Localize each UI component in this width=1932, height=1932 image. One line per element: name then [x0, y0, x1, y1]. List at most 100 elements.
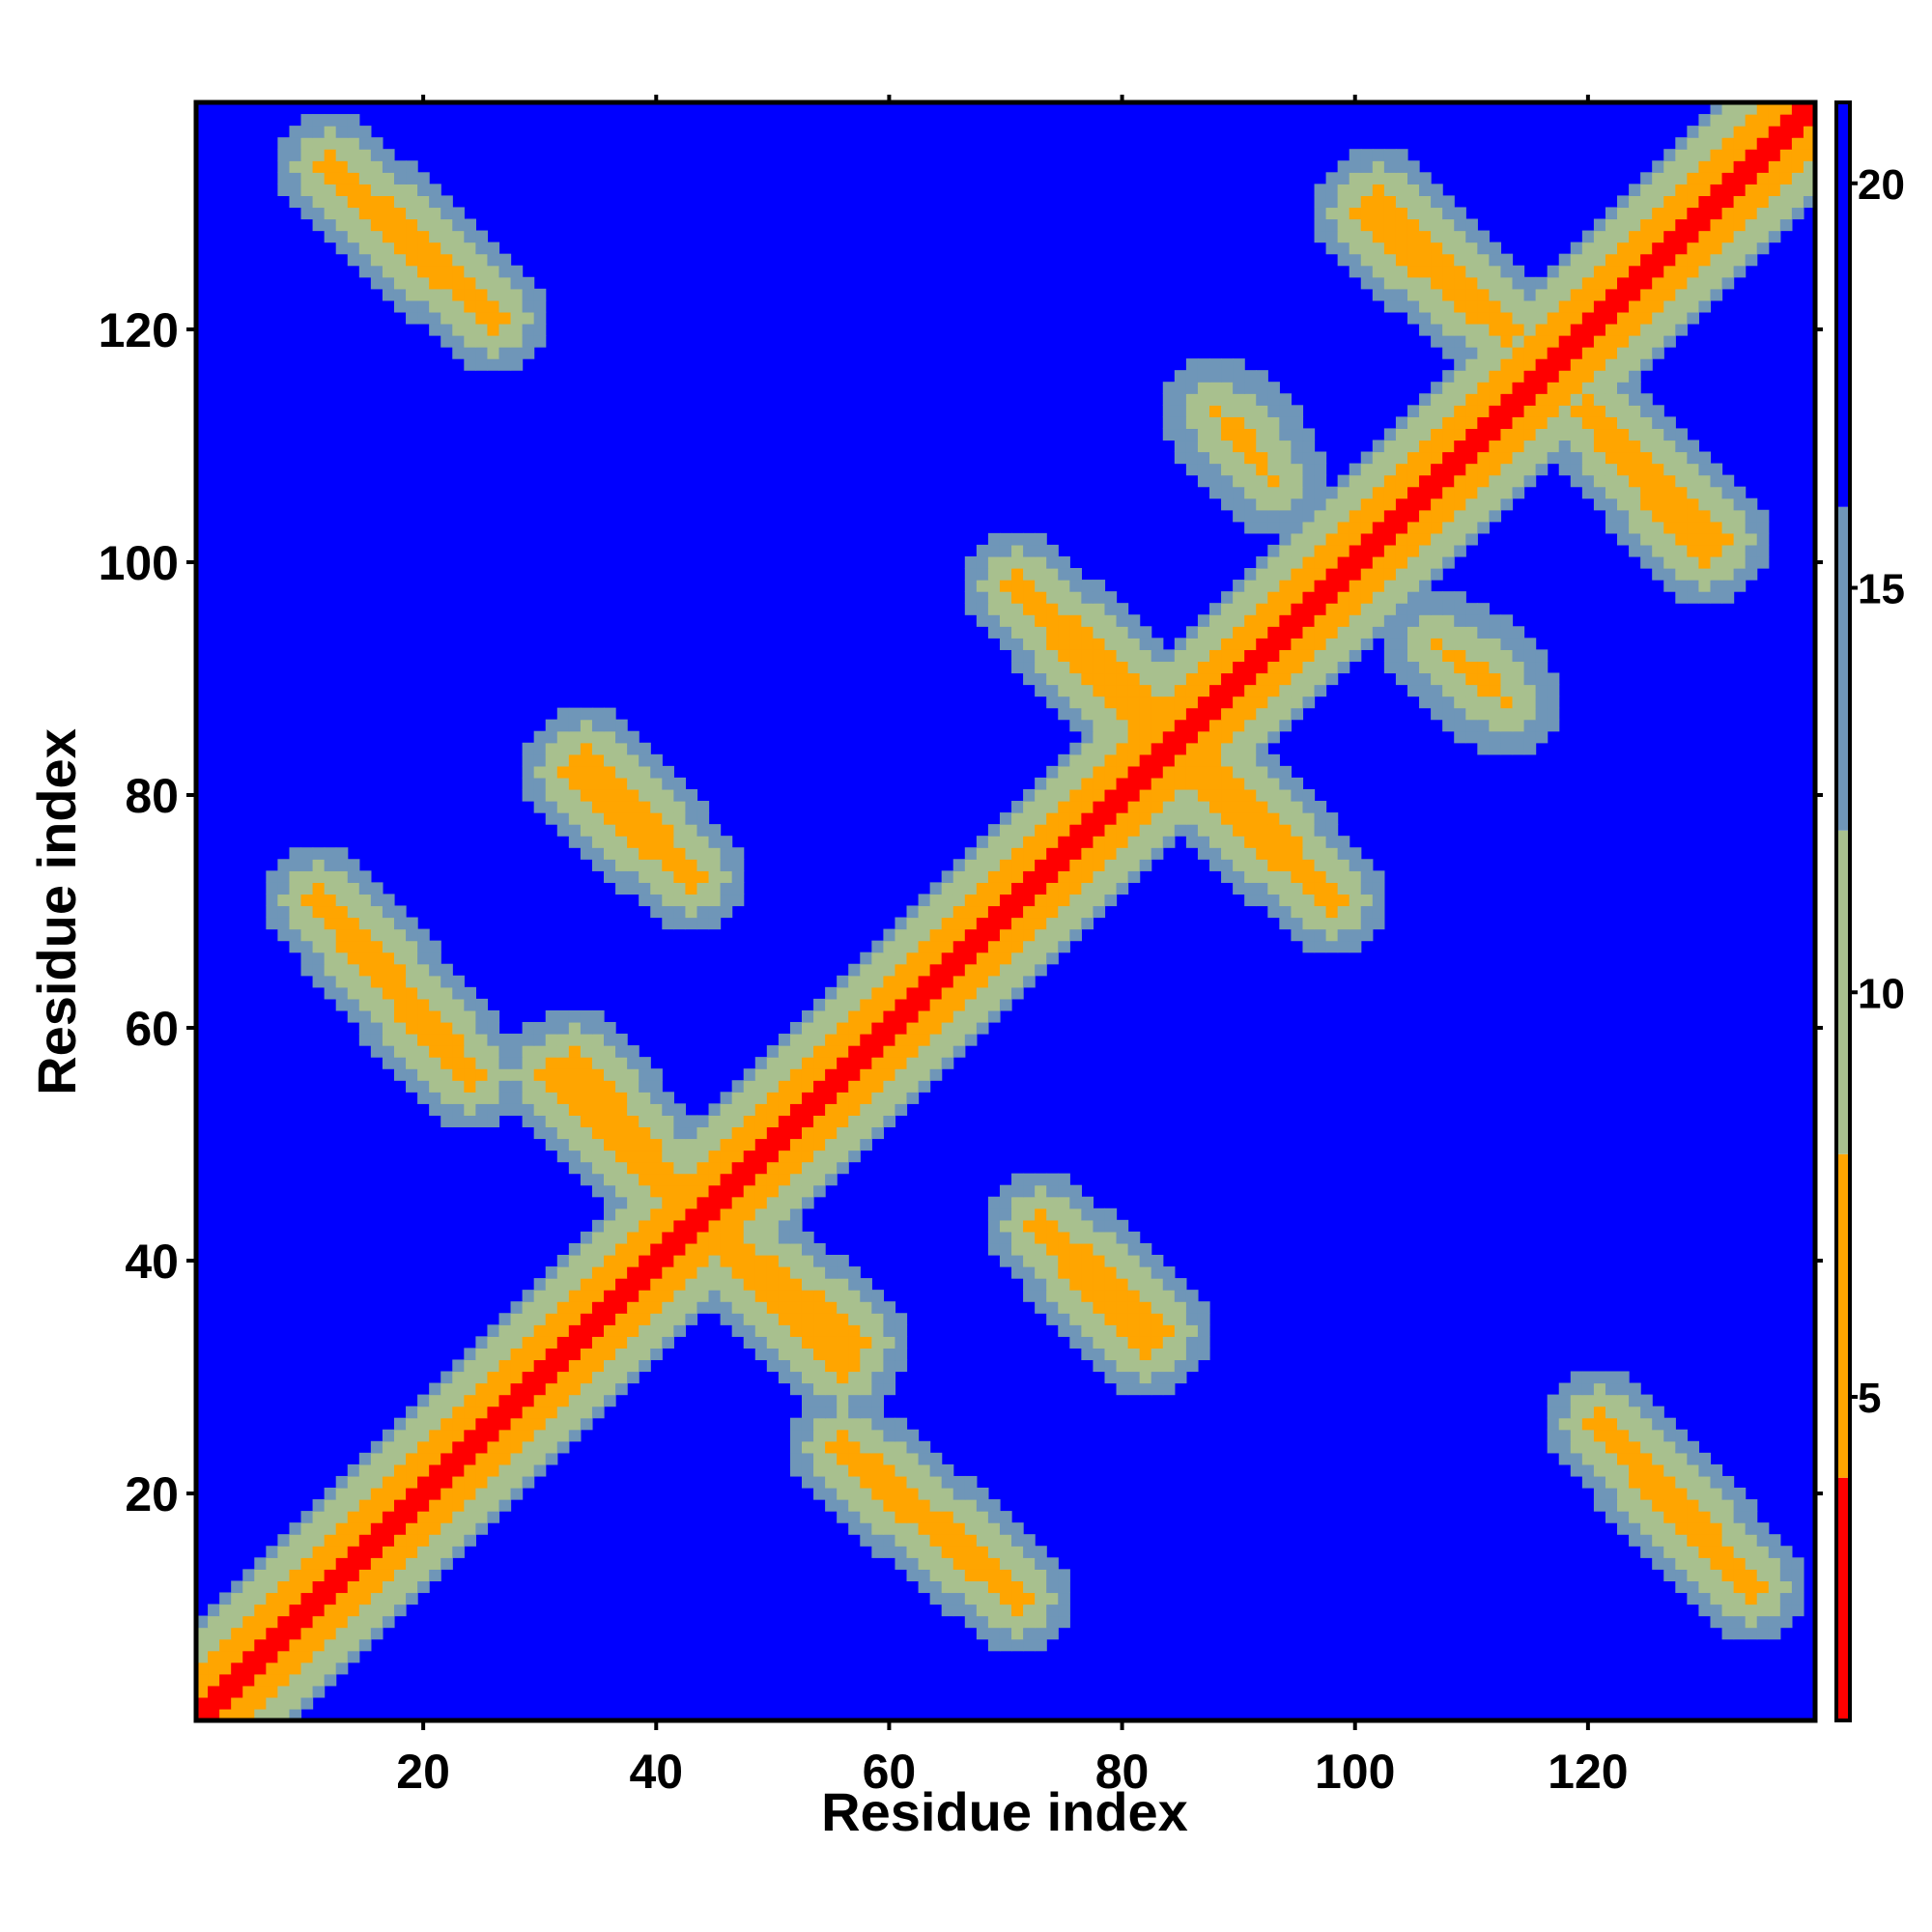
heatmap-cell	[895, 1057, 908, 1069]
heatmap-cell	[1710, 555, 1723, 569]
heatmap-cell	[487, 1336, 500, 1349]
heatmap-cell	[918, 1068, 931, 1081]
heatmap-cell	[1383, 207, 1397, 220]
heatmap-cell	[825, 1103, 838, 1116]
heatmap-cell	[1629, 1511, 1641, 1523]
heatmap-cell	[1209, 405, 1222, 417]
heatmap-cell	[883, 1057, 896, 1069]
heatmap-cell	[1279, 649, 1293, 663]
heatmap-cell	[289, 894, 302, 907]
heatmap-cell	[440, 1511, 453, 1523]
heatmap-cell	[1406, 568, 1420, 581]
heatmap-cell	[347, 998, 360, 1011]
heatmap-cell	[1069, 847, 1082, 860]
heatmap-cell	[242, 1580, 255, 1594]
heatmap-cell	[1058, 894, 1070, 907]
heatmap-cell	[510, 335, 524, 348]
heatmap-cell	[1349, 928, 1362, 942]
heatmap-cell	[1209, 696, 1222, 709]
heatmap-cell	[883, 975, 896, 988]
heatmap-cell	[1442, 684, 1455, 697]
heatmap-cell	[1675, 323, 1688, 336]
heatmap-cell	[1500, 311, 1514, 325]
heatmap-cell	[952, 1499, 966, 1512]
heatmap-cell	[789, 1301, 803, 1314]
heatmap-cell	[837, 1301, 849, 1314]
heatmap-cell	[1279, 544, 1293, 557]
heatmap-cell	[883, 963, 896, 977]
heatmap-cell	[1256, 859, 1268, 871]
heatmap-cell	[1710, 1463, 1723, 1477]
heatmap-cell	[406, 1569, 418, 1581]
heatmap-cell	[1558, 463, 1572, 476]
heatmap-cell	[708, 1115, 722, 1128]
heatmap-cell	[1151, 1336, 1164, 1349]
heatmap-cell	[918, 998, 931, 1011]
heatmap-cell	[382, 1045, 395, 1058]
heatmap-cell	[813, 1242, 826, 1256]
heatmap-cell	[1570, 416, 1583, 430]
heatmap-cell	[464, 1394, 476, 1407]
heatmap-cell	[1721, 1475, 1735, 1489]
heatmap-cell	[650, 1196, 663, 1209]
heatmap-cell	[358, 218, 372, 232]
heatmap-cell	[1162, 1336, 1176, 1349]
heatmap-cell	[1383, 451, 1397, 465]
heatmap-cell	[1383, 428, 1397, 441]
heatmap-cell	[1675, 207, 1688, 220]
heatmap-cell	[789, 1254, 803, 1267]
heatmap-cell	[1477, 684, 1490, 697]
heatmap-cell	[1023, 824, 1036, 837]
heatmap-cell	[464, 218, 476, 232]
heatmap-cell	[1337, 532, 1350, 546]
heatmap-cell	[1139, 1371, 1152, 1384]
heatmap-cell	[766, 1219, 780, 1233]
heatmap-cell	[1046, 649, 1059, 663]
heatmap-cell	[871, 1522, 884, 1535]
heatmap-cell	[1465, 299, 1478, 313]
heatmap-cell	[475, 1021, 489, 1035]
heatmap-cell	[615, 1348, 628, 1361]
heatmap-cell	[1710, 1592, 1723, 1605]
heatmap-cell	[382, 1057, 395, 1069]
heatmap-cell	[976, 1546, 989, 1558]
heatmap-cell	[1267, 591, 1280, 604]
heatmap-cell	[1349, 614, 1362, 627]
heatmap-cell	[1174, 1313, 1187, 1325]
heatmap-cell	[440, 1534, 453, 1547]
heatmap-cell	[580, 824, 593, 837]
heatmap-cell	[370, 952, 384, 965]
heatmap-cell	[1454, 544, 1466, 557]
heatmap-cell	[1489, 288, 1502, 301]
heatmap-cell	[952, 905, 966, 919]
heatmap-cell	[1302, 661, 1316, 674]
heatmap-cell	[1139, 847, 1152, 860]
heatmap-cell	[1023, 928, 1036, 942]
heatmap-cell	[533, 1452, 547, 1465]
heatmap-cell	[1675, 1534, 1688, 1547]
heatmap-cell	[545, 1348, 558, 1361]
heatmap-cell	[895, 1009, 908, 1023]
heatmap-cell	[1162, 649, 1176, 663]
heatmap-cell	[393, 1499, 407, 1512]
heatmap-cell	[1197, 824, 1210, 837]
heatmap-cell	[1267, 905, 1280, 919]
heatmap-cell	[883, 1080, 896, 1093]
heatmap-cell	[1104, 801, 1118, 813]
heatmap-cell	[1442, 591, 1455, 604]
heatmap-cell	[1058, 661, 1070, 674]
heatmap-cell	[277, 1557, 291, 1570]
heatmap-cell	[545, 1103, 558, 1116]
heatmap-cell	[1279, 428, 1293, 441]
heatmap-cell	[1547, 696, 1560, 709]
heatmap-cell	[580, 1173, 593, 1186]
heatmap-cell	[580, 1382, 593, 1396]
heatmap-cell	[895, 1440, 908, 1454]
heatmap-cell	[895, 928, 908, 942]
heatmap-cell	[801, 1382, 814, 1396]
heatmap-cell	[801, 1452, 814, 1465]
heatmap-cell	[1698, 160, 1712, 173]
heatmap-cell	[1337, 870, 1350, 883]
heatmap-cell	[1721, 195, 1735, 209]
heatmap-cell	[335, 1580, 349, 1594]
